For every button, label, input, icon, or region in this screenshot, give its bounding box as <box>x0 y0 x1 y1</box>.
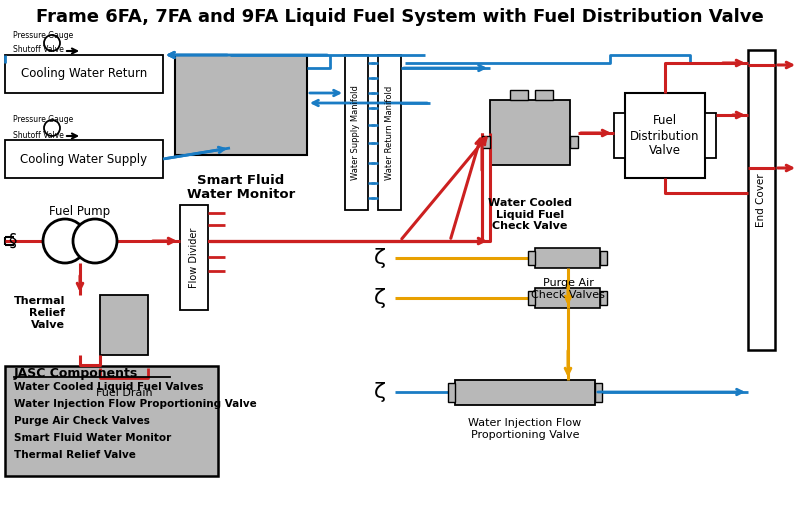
Bar <box>535 248 600 268</box>
Bar <box>378 55 401 210</box>
Bar <box>455 380 595 405</box>
Text: Thermal Relief Valve: Thermal Relief Valve <box>14 450 136 460</box>
Bar <box>5 55 163 93</box>
Text: Fuel
Distribution
Valve: Fuel Distribution Valve <box>630 115 700 157</box>
Text: Thermal
Relief
Valve: Thermal Relief Valve <box>14 297 65 329</box>
Text: JASC Components: JASC Components <box>14 367 138 380</box>
Bar <box>448 383 455 402</box>
Text: Cooling Water Return: Cooling Water Return <box>21 67 147 81</box>
Bar <box>705 113 716 158</box>
Text: Shutoff Valve: Shutoff Valve <box>13 131 64 140</box>
Bar <box>748 50 775 350</box>
Text: End Cover: End Cover <box>756 173 766 227</box>
Bar <box>600 291 607 305</box>
Text: Purge Air
Check Valves: Purge Air Check Valves <box>531 278 605 300</box>
Text: ζ: ζ <box>374 382 386 402</box>
Bar <box>5 140 163 178</box>
Bar <box>100 295 148 355</box>
Circle shape <box>44 120 60 136</box>
Circle shape <box>44 35 60 51</box>
Circle shape <box>73 219 117 263</box>
Text: ζ: ζ <box>374 288 386 308</box>
Bar <box>5 366 218 476</box>
Text: §: § <box>8 232 16 250</box>
Bar <box>482 136 490 148</box>
Bar <box>535 90 553 100</box>
Text: Smart Fluid Water Monitor: Smart Fluid Water Monitor <box>14 433 171 443</box>
Text: Water Injection Flow
Proportioning Valve: Water Injection Flow Proportioning Valve <box>468 418 582 440</box>
Bar <box>535 288 600 308</box>
Text: Pressure Gauge: Pressure Gauge <box>13 30 74 40</box>
Bar <box>600 251 607 265</box>
Bar <box>345 55 368 210</box>
Bar <box>175 55 307 155</box>
Text: Water Supply Manifold: Water Supply Manifold <box>351 86 361 180</box>
Bar <box>490 100 570 165</box>
Bar <box>625 93 705 178</box>
Text: Water Return Manifold: Water Return Manifold <box>385 86 394 180</box>
Text: Water Monitor: Water Monitor <box>187 188 295 201</box>
Text: Water Injection Flow Proportioning Valve: Water Injection Flow Proportioning Valve <box>14 399 257 409</box>
Bar <box>528 291 535 305</box>
Bar <box>614 113 625 158</box>
Text: Cooling Water Supply: Cooling Water Supply <box>21 153 147 165</box>
Text: Smart Fluid: Smart Fluid <box>198 175 285 188</box>
Bar <box>570 136 578 148</box>
Bar <box>595 383 602 402</box>
Text: Fuel Pump: Fuel Pump <box>50 204 110 218</box>
Bar <box>510 90 528 100</box>
Circle shape <box>43 219 87 263</box>
Text: Fuel Drain: Fuel Drain <box>96 388 152 398</box>
Text: Flow Divider: Flow Divider <box>189 228 199 288</box>
Text: Pressure Gauge: Pressure Gauge <box>13 116 74 124</box>
Bar <box>180 205 208 310</box>
Bar <box>528 251 535 265</box>
Text: ζ: ζ <box>374 248 386 268</box>
Text: Purge Air Check Valves: Purge Air Check Valves <box>14 416 150 426</box>
Text: Frame 6FA, 7FA and 9FA Liquid Fuel System with Fuel Distribution Valve: Frame 6FA, 7FA and 9FA Liquid Fuel Syste… <box>36 8 764 26</box>
Text: Shutoff Valve: Shutoff Valve <box>13 46 64 54</box>
Text: Water Cooled
Liquid Fuel
Check Valve: Water Cooled Liquid Fuel Check Valve <box>488 198 572 231</box>
Text: Water Cooled Liquid Fuel Valves: Water Cooled Liquid Fuel Valves <box>14 382 203 392</box>
